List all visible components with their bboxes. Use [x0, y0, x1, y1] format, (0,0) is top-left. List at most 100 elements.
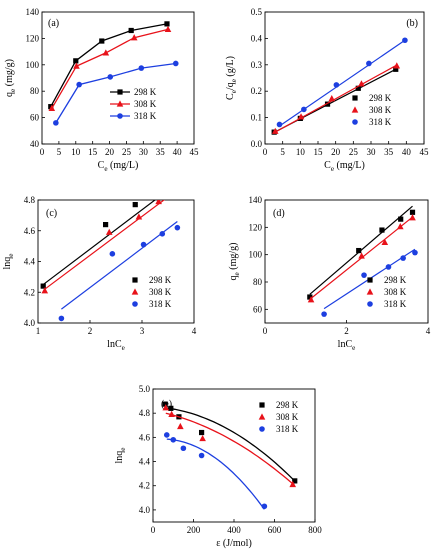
data-point	[53, 120, 59, 126]
series-308K	[307, 214, 416, 303]
data-point	[393, 62, 401, 69]
data-point	[301, 106, 307, 113]
legend-marker	[351, 106, 359, 113]
fit-curve	[165, 407, 296, 482]
data-point	[172, 186, 177, 191]
data-point	[409, 214, 416, 221]
data-point	[168, 405, 174, 411]
plot-frame	[41, 11, 195, 145]
x-tick-label: 200	[187, 525, 201, 535]
data-point	[356, 247, 362, 254]
legend-label: 308 K	[149, 287, 172, 297]
data-point	[109, 251, 116, 257]
y-axis-label: Ce​/qe​ (g/L)	[225, 56, 238, 100]
y-tick-label: 4.2	[139, 481, 150, 491]
y-tick-label: 40	[30, 139, 40, 149]
panel-label: (c)	[46, 208, 57, 219]
data-point	[135, 213, 143, 220]
legend-item: 308 K	[366, 287, 407, 297]
legend-label: 298 K	[149, 275, 172, 285]
legend-item: 318 K	[259, 424, 299, 434]
data-point	[159, 231, 166, 237]
data-point	[163, 432, 170, 438]
legend-item: 318 K	[132, 299, 172, 309]
x-tick-label: 20	[331, 147, 341, 157]
data-point	[398, 216, 404, 222]
data-point	[379, 227, 385, 233]
y-tick-label: 60	[30, 113, 40, 123]
y-axis-label: lnqe​	[2, 254, 15, 270]
y-tick-label: 4.0	[139, 505, 151, 515]
data-point	[172, 60, 179, 67]
x-tick-label: 5	[57, 147, 62, 157]
legend-item: 318 K	[110, 111, 157, 121]
fit-line	[61, 221, 178, 310]
data-point	[276, 121, 283, 128]
y-tick-label: 80	[30, 86, 40, 96]
x-tick-label: 15	[88, 147, 98, 157]
y-tick-label: 4.4	[24, 257, 36, 267]
legend-marker	[367, 301, 373, 307]
data-point	[366, 60, 372, 67]
legend: 298 K 308 K 318 K	[351, 93, 392, 127]
data-point	[162, 401, 168, 407]
x-tick-label: 2	[88, 326, 93, 336]
legend-marker	[367, 277, 373, 283]
data-point	[138, 65, 145, 71]
fit-curve	[165, 412, 294, 485]
series-layer	[162, 401, 298, 510]
x-tick-label: 400	[227, 525, 241, 535]
data-point	[292, 478, 298, 484]
x-tick-label: 0	[263, 326, 268, 336]
y-tick-label: 4.6	[139, 432, 151, 442]
panel-c: 1 2 3 4 4.0 4.2 4.4 4.6 4.8 lnCe​ lnqe​ (c) 298 K 308…	[2, 186, 197, 352]
data-point	[76, 81, 82, 88]
x-tick-label: 35	[384, 147, 394, 157]
data-point	[297, 113, 305, 120]
data-point	[58, 315, 65, 322]
legend-item: 308 K	[258, 412, 299, 422]
data-point	[328, 94, 336, 102]
fit-line	[279, 39, 406, 127]
panel-b: 0 5 10 15 20 25 30 35 40 45 0.0 0.1 0.2 0.3 0.4 0.5 Ce​ …	[225, 7, 429, 173]
x-tick-label: 0	[40, 147, 45, 157]
data-point	[73, 58, 79, 64]
data-point	[409, 209, 416, 215]
x-tick-label: 20	[105, 147, 115, 157]
data-point	[99, 38, 105, 44]
panel-label: (d)	[273, 208, 285, 219]
y-tick-label: 0.2	[251, 86, 262, 96]
legend-label: 298 K	[134, 87, 157, 97]
x-tick-label: 4	[426, 326, 431, 336]
data-point	[307, 296, 315, 303]
y-tick-label: 100	[249, 250, 263, 260]
data-point	[140, 241, 147, 248]
y-tick-label: 4.8	[139, 408, 151, 418]
panel-a: 0 5 10 15 20 25 30 35 40 45 40 60 80 100 120 140 Ce​ (mg…	[4, 7, 199, 173]
data-point	[402, 37, 408, 44]
y-tick-label: 120	[26, 33, 40, 43]
x-tick-label: 30	[139, 147, 149, 157]
legend-label: 318 K	[149, 299, 172, 309]
series-298K	[307, 205, 416, 300]
y-tick-label: 4.2	[24, 287, 35, 297]
y-tick-label: 4.4	[139, 457, 151, 467]
legend-item: 298 K	[259, 400, 299, 410]
data-point	[271, 127, 279, 134]
data-point	[170, 436, 177, 443]
series-line	[55, 62, 176, 124]
data-point	[73, 62, 80, 69]
legend-marker	[132, 277, 138, 283]
legend: 298 K 308 K 318 K	[366, 275, 407, 309]
data-point	[155, 200, 162, 205]
legend-label: 308 K	[369, 105, 392, 115]
legend-marker	[366, 288, 374, 295]
x-tick-label: 35	[156, 147, 166, 157]
legend: 298 K 308 K 318 K	[258, 400, 299, 434]
legend-item: 318 K	[352, 117, 392, 127]
data-point	[358, 252, 365, 259]
x-tick-label: 10	[296, 147, 306, 157]
y-tick-label: 5.0	[139, 384, 151, 394]
legend-marker	[259, 426, 265, 432]
